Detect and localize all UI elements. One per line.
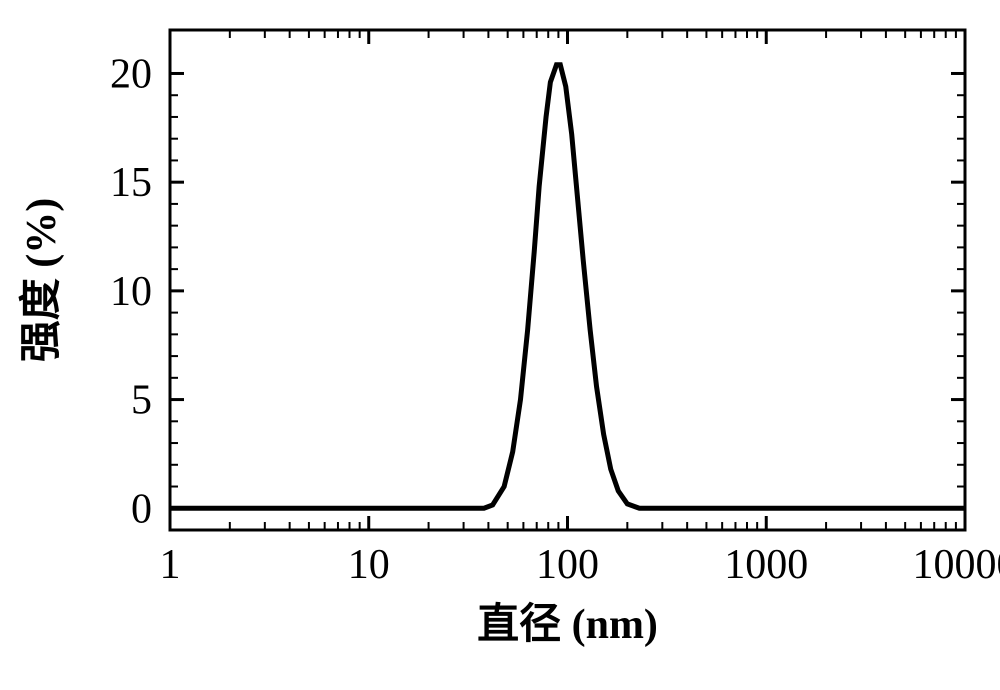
y-tick-label: 20	[110, 51, 152, 97]
distribution-curve	[170, 65, 965, 508]
y-tick-label: 0	[131, 486, 152, 532]
x-tick-label: 10000	[913, 542, 1000, 588]
y-axis-label: 强度 (%)	[18, 198, 65, 363]
x-tick-label: 10	[348, 542, 390, 588]
y-tick-label: 15	[110, 160, 152, 206]
y-tick-label: 10	[110, 269, 152, 315]
y-tick-label: 5	[131, 378, 152, 424]
chart-svg: 1 10 100 1000 10000 0 5 10 15 20 直径 (nm) 强度 (%)	[0, 0, 1000, 690]
size-distribution-chart: 1 10 100 1000 10000 0 5 10 15 20 直径 (nm) 强度 (%)	[0, 0, 1000, 690]
x-tick-label: 100	[536, 542, 599, 588]
x-tick-label: 1000	[724, 542, 808, 588]
x-tick-label: 1	[160, 542, 181, 588]
x-axis-label: 直径 (nm)	[477, 601, 658, 648]
